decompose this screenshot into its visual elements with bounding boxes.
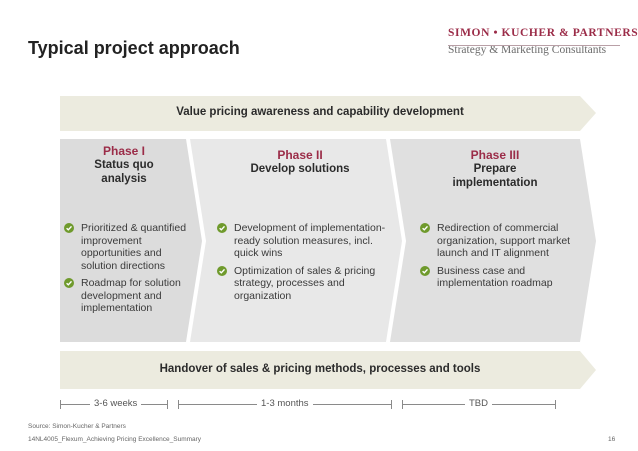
list-item: Roadmap for solution development and imp… [64, 277, 188, 315]
phase-3-name-line: Prepare [473, 163, 517, 175]
logo-tagline: Strategy & Marketing Consultants [448, 44, 607, 56]
timeline-tick [60, 400, 61, 409]
list-item: Optimization of sales & pricing strategy… [217, 265, 393, 303]
check-circle-icon [420, 223, 430, 233]
top-banner-arrow [60, 96, 596, 131]
phase-2-header: Phase II Develop solutions [210, 148, 390, 176]
bottom-banner-arrow [60, 351, 596, 389]
phase-3-bullets: Redirection of commercial organization, … [420, 222, 582, 295]
timeline-tick [391, 400, 392, 409]
phase-3-chevron [390, 139, 596, 342]
logo-divider [448, 45, 620, 46]
phase-3-header: Phase III Prepare implementation [410, 148, 580, 190]
phase-1-label: Phase I [102, 144, 146, 158]
bullet-text: Optimization of sales & pricing strategy… [234, 264, 376, 302]
timeline-tick [402, 400, 403, 409]
timeline-label-phase-1: 3-6 weeks [90, 398, 142, 409]
phase-3-name-line: implementation [452, 177, 538, 189]
list-item: Redirection of commercial organization, … [420, 222, 582, 260]
phase-2-bullets: Development of implementation-ready solu… [217, 222, 393, 307]
bottom-banner-label: Handover of sales & pricing methods, pro… [159, 363, 481, 375]
phase-1-chevron [60, 139, 202, 342]
bullet-text: Roadmap for solution development and imp… [81, 277, 181, 314]
page-number: 16 [608, 436, 616, 443]
company-logo: SIMON • KUCHER & PARTNERS Strategy & Mar… [448, 27, 638, 56]
check-circle-icon [217, 265, 227, 276]
phase-1-bullets: Prioritized & quantified improvement opp… [64, 222, 188, 320]
page-title: Typical project approach [28, 38, 240, 58]
phase-1-name-line: analysis [101, 173, 147, 185]
phase-2-label: Phase II [277, 148, 323, 162]
top-banner-label: Value pricing awareness and capability d… [176, 106, 464, 118]
check-circle-icon [64, 223, 74, 233]
timeline-label-phase-3: TBD [465, 398, 492, 409]
document-id: 14NL4005_Flexum_Achieving Pricing Excell… [28, 436, 202, 443]
timeline-tick [555, 400, 556, 409]
logo-name: SIMON • KUCHER & PARTNERS [448, 27, 638, 39]
timeline-label-phase-2: 1-3 months [257, 398, 313, 409]
phase-1-header: Phase I Status quo analysis [62, 144, 186, 186]
list-item: Business case and implementation roadmap [420, 265, 582, 290]
check-circle-icon [420, 265, 430, 276]
timeline-tick [167, 400, 168, 409]
phase-1-name-line: Status quo [94, 159, 154, 171]
source-note: Source: Simon-Kucher & Partners [28, 423, 126, 430]
check-circle-icon [217, 223, 227, 233]
check-circle-icon [64, 278, 74, 288]
phase-2-name-line: Develop solutions [250, 163, 350, 175]
timeline-tick [178, 400, 179, 409]
phase-2-chevron [190, 139, 402, 342]
phase-3-label: Phase III [470, 148, 520, 162]
bullet-text: Development of implementation-ready solu… [234, 222, 386, 259]
list-item: Development of implementation-ready solu… [217, 222, 393, 260]
bullet-text: Prioritized & quantified improvement opp… [81, 222, 187, 272]
bullet-text: Redirection of commercial organization, … [437, 222, 571, 259]
list-item: Prioritized & quantified improvement opp… [64, 222, 188, 272]
bullet-text: Business case and implementation roadmap [437, 264, 553, 290]
